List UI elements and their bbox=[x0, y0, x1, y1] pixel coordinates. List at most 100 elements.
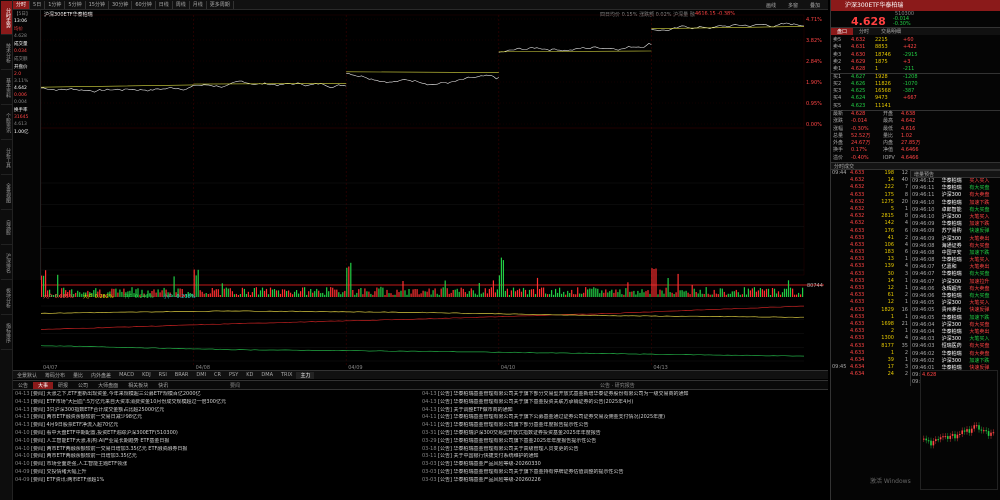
period-tab[interactable]: 更多周期 bbox=[207, 0, 234, 9]
toolbar-action[interactable]: 多窗 bbox=[788, 2, 799, 9]
period-tab[interactable]: 日线 bbox=[156, 0, 173, 9]
news-tab[interactable]: 快讯 bbox=[158, 382, 169, 389]
news-headline[interactable]: [公告] 华泰柏瑞基金管理有限公司关于旗下公募基金通过证券公司证券交易及佣金支付… bbox=[438, 414, 666, 421]
quote-tab[interactable]: 盘口 bbox=[831, 28, 854, 35]
indicator-tab[interactable]: KD bbox=[246, 372, 254, 378]
news-headline[interactable]: [公告] 华泰柏瑞基金管理有限公司关于高级管理人员变更的公告 bbox=[438, 445, 579, 452]
indicator-tab[interactable]: MACD bbox=[119, 372, 135, 378]
news-headline[interactable]: [公告] 华泰柏瑞基金产品风险等级-20260330 bbox=[438, 461, 541, 468]
news-tab[interactable]: 公告 bbox=[18, 382, 29, 389]
side-tab[interactable]: 个股资讯 bbox=[1, 106, 12, 140]
news-row[interactable]: 04-13 [要闻] 4月9日股票ETF净流入超70亿元 bbox=[15, 422, 410, 430]
news-headline[interactable]: [公告] 关于调整ETF做市商的通知 bbox=[438, 406, 513, 413]
period-tab[interactable]: 60分钟 bbox=[132, 0, 156, 9]
news-row[interactable]: 04-13 [公告] 华泰柏瑞基金管理有限公司关于旗下基金投资关联方承销证券的公告… bbox=[422, 399, 827, 407]
quote-tab[interactable]: 分时 bbox=[859, 29, 870, 35]
period-tab[interactable]: 30分钟 bbox=[109, 0, 133, 9]
news-row[interactable]: 03-03 [公告] 华泰柏瑞基金产品风险等级-20260330 bbox=[422, 461, 827, 469]
quote-tab[interactable]: 交易明细 bbox=[881, 29, 902, 35]
news-row[interactable]: 04-09 [要闻] 交投情绪大幅上升 bbox=[15, 469, 410, 477]
news-tab[interactable]: 研报 bbox=[58, 382, 69, 389]
news-headline[interactable]: [公告] 关于中国银行快捷支付系统维护的通知 bbox=[438, 453, 539, 460]
period-tab[interactable]: 5日 bbox=[30, 0, 46, 9]
indicator-tab[interactable]: RSI bbox=[158, 372, 167, 378]
indicator-tab[interactable]: 全景默认 bbox=[17, 372, 38, 379]
news-headline[interactable]: [公告] 华泰柏瑞沪深300交易型开放式指数证券投资基金2025年年度报告 bbox=[438, 429, 601, 436]
news-headline[interactable]: [公告] 华泰柏瑞基金管理有限公司关于旗下部分交易型开放式基金新增华泰证券股份有… bbox=[438, 391, 689, 397]
news-row[interactable]: 03-31 [公告] 华泰柏瑞沪深300交易型开放式指数证券投资基金2025年年度… bbox=[422, 430, 827, 438]
side-tab[interactable]: 分析工具 bbox=[1, 141, 12, 175]
news-row[interactable]: 04-11 [公告] 华泰柏瑞基金管理有限公司旗下部分基金年度报告提示性公告 bbox=[422, 422, 827, 430]
period-tab[interactable]: 月线 bbox=[190, 0, 207, 9]
news-headline[interactable]: [要闻] ETF资讯:两市ETF涨超1% bbox=[31, 476, 105, 483]
news-headline[interactable]: [要闻] 人工智能ETF大涨,机构:AI产业是长期趋势 ETF基金日报 bbox=[31, 437, 170, 444]
toolbar-action[interactable]: 叠加 bbox=[810, 2, 821, 9]
news-row[interactable]: 04-11 [公告] 华泰柏瑞基金管理有限公司关于旗下公募基金通过证券公司证券交易… bbox=[422, 414, 827, 422]
indicator-tab[interactable]: DMI bbox=[196, 372, 207, 378]
news-headline[interactable]: [要闻] 两市ETF两融余额较前一交易日增加3.35亿元 ETF融资融券日报 bbox=[31, 445, 188, 452]
news-headline[interactable]: [要闻] 交投情绪大幅上升 bbox=[31, 468, 87, 475]
news-row[interactable]: 04-10 [要闻] 两市ETF两融余额较前一交易日增加3.35亿元 ETF融资融… bbox=[15, 446, 410, 454]
period-tab[interactable]: 5分钟 bbox=[65, 0, 86, 9]
news-row[interactable]: 04-10 [要闻] 市场全面走强,人工智能主题ETF领涨 bbox=[15, 461, 410, 469]
indicator-tab[interactable]: 主力 bbox=[296, 371, 315, 379]
news-headline[interactable]: [要闻] 大涨之下,ETF重新出现资金,今年来规模超三公募ETF规模百亿2000… bbox=[31, 391, 201, 397]
indicator-tab[interactable]: PSY bbox=[229, 372, 239, 378]
news-row[interactable]: 03-03 [公告] 华泰柏瑞基金产品风险等级-20260226 bbox=[422, 477, 827, 485]
period-tab[interactable]: 1分钟 bbox=[45, 0, 66, 9]
news-row[interactable]: 04-09 [要闻] ETF资讯:两市ETF涨超1% bbox=[15, 477, 410, 485]
news-row[interactable]: 04-13 [公告] 关于调整ETF做市商的通知 bbox=[422, 407, 827, 415]
side-tab[interactable]: 全景视图 bbox=[1, 176, 12, 210]
news-tab[interactable]: 大师盘面 bbox=[98, 382, 119, 389]
indicator-tab[interactable]: BRAR bbox=[174, 372, 189, 378]
news-headline[interactable]: [要闻] ETF市场"大回血":5万亿元来自大资本消费资金10月份成交规模超过一… bbox=[31, 398, 226, 405]
chart-area[interactable]: 4.71%4.7183.82%4.5822.84%4.4451.90%4.309… bbox=[41, 10, 828, 370]
side-tab[interactable]: 基本资料 bbox=[1, 71, 12, 105]
indicator-tab[interactable]: KDJ bbox=[142, 372, 151, 378]
period-tab[interactable]: 分时 bbox=[13, 0, 31, 9]
side-tab[interactable]: 沪深排名 bbox=[1, 246, 12, 280]
news-headline[interactable]: [要闻] 两市ETF融资余额较前一交易日减少98亿元 bbox=[31, 414, 142, 421]
news-headline[interactable]: [要闻] 3只沪深300指数ETF合计成交金额占比超25000亿元 bbox=[31, 406, 165, 413]
news-row[interactable]: 04-13 [要闻] ETF市场"大回血":5万亿元来自大资本消费资金10月份成交… bbox=[15, 399, 410, 407]
news-headline[interactable]: [公告] 华泰柏瑞基金管理有限公司关于旗下基金持有停牌证券估值调整的提示性公告 bbox=[438, 468, 624, 475]
news-row[interactable]: 04-13 [公告] 华泰柏瑞基金管理有限公司关于旗下部分交易型开放式基金新增华泰… bbox=[422, 391, 827, 399]
news-headline[interactable]: [要闻] 4月9日股票ETF净流入超70亿元 bbox=[31, 422, 119, 429]
side-tab[interactable]: 分时走势 bbox=[1, 1, 12, 35]
period-tab[interactable]: 15分钟 bbox=[86, 0, 109, 9]
period-tab[interactable]: 周线 bbox=[173, 0, 190, 9]
indicator-tab[interactable]: CR bbox=[214, 372, 222, 378]
news-row[interactable]: 04-13 [要闻] 大涨之下,ETF重新出现资金,今年来规模超三公募ETF规模百… bbox=[15, 391, 410, 399]
side-tab[interactable]: 板块分析 bbox=[1, 281, 12, 315]
news-row[interactable]: 03-29 [公告] 华泰柏瑞基金管理有限公司旗下基金2025年年度报告提示性公告 bbox=[422, 438, 827, 446]
news-headline[interactable]: [公告] 华泰柏瑞基金产品风险等级-20260226 bbox=[438, 476, 541, 483]
indicator-tab[interactable]: 内外盘差 bbox=[91, 372, 112, 379]
news-row[interactable]: 03-03 [公告] 华泰柏瑞基金管理有限公司关于旗下基金持有停牌证券估值调整的提… bbox=[422, 469, 827, 477]
side-tab[interactable]: 指标排序 bbox=[1, 316, 12, 350]
news-row[interactable]: 04-10 [要闻] 看中大盘ETF中期配置,投资ETF追踪沪深300ETF(51… bbox=[15, 430, 410, 438]
toolbar-action[interactable]: 画线 bbox=[766, 2, 777, 9]
news-headline[interactable]: [公告] 华泰柏瑞基金管理有限公司关于旗下基金投资关联方承销证券的公告(2025… bbox=[438, 398, 634, 405]
side-tab[interactable]: 自选股 bbox=[1, 211, 12, 245]
news-headline[interactable]: [要闻] 两市ETF两融余额较前一日增加3.35亿元 bbox=[31, 453, 137, 460]
news-row[interactable]: 04-13 [要闻] 3只沪深300指数ETF合计成交金额占比超25000亿元 bbox=[15, 407, 410, 415]
news-row[interactable]: 04-10 [要闻] 两市ETF两融余额较前一日增加3.35亿元 bbox=[15, 453, 410, 461]
news-headline[interactable]: [要闻] 市场全面走强,人工智能主题ETF领涨 bbox=[31, 461, 128, 468]
news-headline[interactable]: [公告] 华泰柏瑞基金管理有限公司旗下基金2025年年度报告提示性公告 bbox=[438, 437, 597, 444]
indicator-tab[interactable]: TRIX bbox=[281, 372, 293, 378]
indicator-tab[interactable]: 量比 bbox=[73, 372, 84, 379]
trade-row: 4.632 1275 20 bbox=[831, 199, 910, 206]
news-row[interactable]: 03-18 [公告] 华泰柏瑞基金管理有限公司关于高级管理人员变更的公告 bbox=[422, 446, 827, 454]
news-tab[interactable]: 大事 bbox=[33, 381, 54, 389]
news-tab[interactable]: 公司 bbox=[78, 382, 89, 389]
side-tab[interactable]: 技术分析 bbox=[1, 36, 12, 70]
indicator-tab[interactable]: DMA bbox=[261, 372, 273, 378]
news-row[interactable]: 03-11 [公告] 关于中国银行快捷支付系统维护的通知 bbox=[422, 453, 827, 461]
stat-cell: 涨幅 bbox=[833, 125, 844, 132]
news-row[interactable]: 04-10 [要闻] 人工智能ETF大涨,机构:AI产业是长期趋势 ETF基金日报 bbox=[15, 438, 410, 446]
news-headline[interactable]: [公告] 华泰柏瑞基金管理有限公司旗下部分基金年度报告提示性公告 bbox=[438, 422, 589, 429]
news-tab[interactable]: 相关板块 bbox=[128, 382, 149, 389]
news-row[interactable]: 04-13 [要闻] 两市ETF融资余额较前一交易日减少98亿元 bbox=[15, 414, 410, 422]
indicator-tab[interactable]: 筹码分布 bbox=[45, 372, 66, 379]
news-headline[interactable]: [要闻] 看中大盘ETF中期配置,投资ETF追踪沪深300ETF(510300) bbox=[31, 429, 178, 436]
